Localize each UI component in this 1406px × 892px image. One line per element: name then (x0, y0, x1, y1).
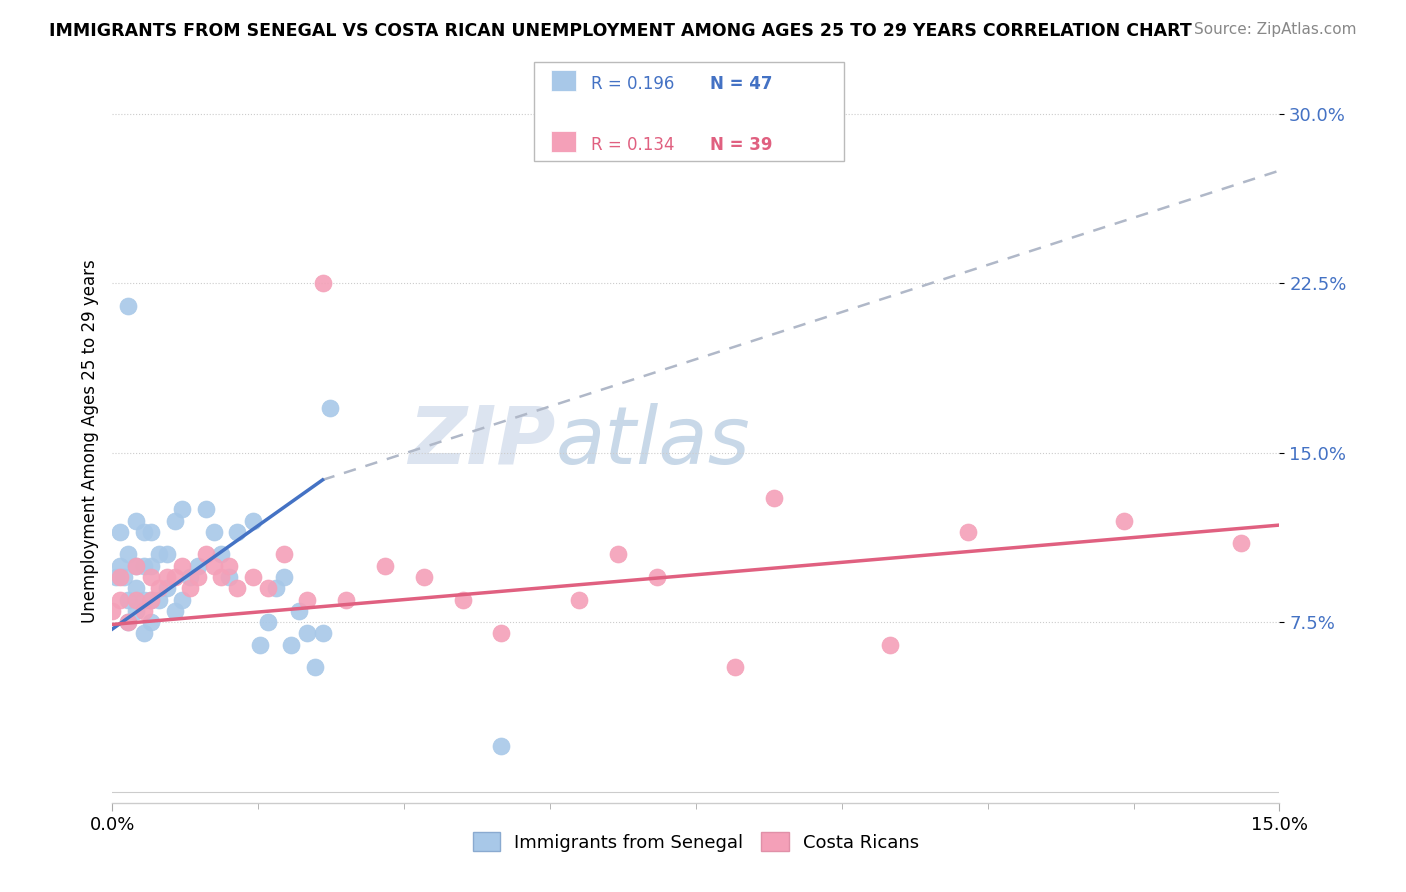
Point (607, 548, 630, 562)
Point (879, 638, 901, 652)
Point (125, 592, 148, 607)
Point (132, 524, 155, 539)
Point (117, 299, 139, 313)
Point (179, 570, 201, 584)
Y-axis label: Unemployment Among Ages 25 to 29 years: Unemployment Among Ages 25 to 29 years (80, 260, 98, 624)
Point (273, 548, 295, 562)
Point (319, 401, 342, 415)
Point (209, 570, 232, 584)
Point (249, 638, 271, 652)
Point (374, 558, 396, 573)
Point (209, 548, 232, 562)
Point (645, 570, 668, 584)
Point (117, 592, 139, 607)
Point (163, 570, 186, 584)
Point (141, 615, 163, 630)
Point (179, 582, 201, 596)
Point (491, 626, 513, 640)
Point (957, 524, 980, 539)
Point (295, 626, 318, 640)
Point (125, 558, 148, 573)
Text: N = 39: N = 39 (710, 136, 772, 153)
Point (451, 592, 474, 607)
Point (110, 570, 132, 584)
Point (117, 615, 139, 630)
Point (335, 592, 357, 607)
Point (132, 604, 155, 618)
Point (412, 570, 434, 584)
Point (311, 277, 333, 291)
Point (141, 592, 163, 607)
Point (148, 548, 170, 562)
Point (141, 570, 163, 584)
Point (141, 524, 163, 539)
Text: R = 0.196: R = 0.196 (591, 75, 673, 93)
Point (202, 558, 225, 573)
Point (110, 558, 132, 573)
Point (242, 514, 264, 528)
Point (132, 592, 155, 607)
Point (125, 582, 148, 596)
Point (101, 604, 124, 618)
Point (257, 582, 280, 596)
Point (295, 592, 318, 607)
Point (762, 491, 785, 505)
Point (1229, 536, 1251, 550)
Point (125, 558, 148, 573)
Point (117, 548, 139, 562)
Point (163, 604, 186, 618)
Point (132, 626, 155, 640)
Point (202, 524, 225, 539)
Point (226, 524, 249, 539)
Point (105, 570, 128, 584)
Legend: Immigrants from Senegal, Costa Ricans: Immigrants from Senegal, Costa Ricans (465, 825, 927, 859)
Point (226, 582, 249, 596)
Point (491, 739, 513, 754)
Point (1112, 514, 1135, 528)
Text: R = 0.134: R = 0.134 (591, 136, 673, 153)
Point (172, 558, 194, 573)
Point (187, 558, 209, 573)
Point (156, 548, 179, 562)
Point (117, 615, 139, 630)
Text: IMMIGRANTS FROM SENEGAL VS COSTA RICAN UNEMPLOYMENT AMONG AGES 25 TO 29 YEARS CO: IMMIGRANTS FROM SENEGAL VS COSTA RICAN U… (49, 22, 1192, 40)
Point (194, 548, 217, 562)
Point (141, 558, 163, 573)
Point (141, 592, 163, 607)
Text: N = 47: N = 47 (710, 75, 772, 93)
Point (257, 615, 280, 630)
Point (304, 660, 326, 674)
Point (172, 502, 194, 516)
Point (125, 604, 148, 618)
Point (156, 570, 179, 584)
Point (148, 582, 170, 596)
Point (218, 558, 240, 573)
Point (311, 626, 333, 640)
Point (194, 502, 217, 516)
Point (264, 582, 287, 596)
Point (568, 592, 591, 607)
Text: Source: ZipAtlas.com: Source: ZipAtlas.com (1194, 22, 1357, 37)
Point (163, 514, 186, 528)
Point (110, 524, 132, 539)
Point (125, 514, 148, 528)
Text: ZIP: ZIP (409, 402, 555, 481)
Point (148, 592, 170, 607)
Point (288, 604, 311, 618)
Point (218, 570, 240, 584)
Text: atlas: atlas (555, 402, 751, 481)
Point (280, 638, 302, 652)
Point (273, 570, 295, 584)
Point (172, 592, 194, 607)
Point (110, 592, 132, 607)
Point (132, 558, 155, 573)
Point (724, 660, 747, 674)
Point (187, 570, 209, 584)
Point (242, 570, 264, 584)
Point (156, 582, 179, 596)
Point (112, 570, 135, 584)
